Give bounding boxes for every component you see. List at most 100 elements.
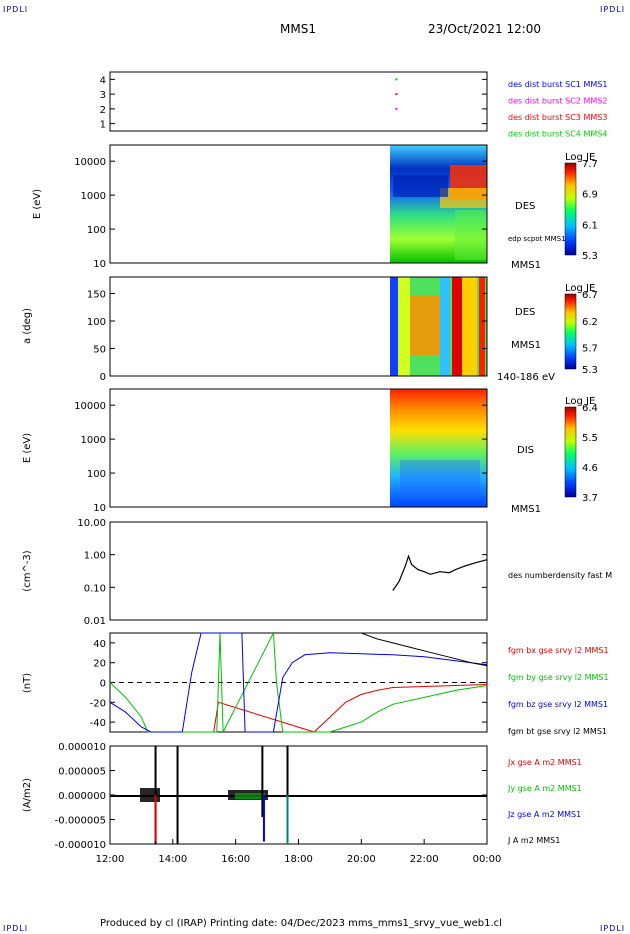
- y-tick-label: 10: [93, 503, 106, 514]
- colorbar-title: Log JE: [565, 152, 595, 163]
- heatmap-dis-energy: [390, 389, 487, 507]
- y-tick-label: 1.00: [84, 551, 106, 562]
- colorbar-ticks: 6.4 5.5 4.6 3.7: [582, 403, 598, 504]
- field-series: [109, 631, 488, 733]
- colorbar-tick-label: 5.5: [582, 433, 598, 444]
- colorbar: Log JE 6.7 6.2 5.7 5.3: [564, 283, 598, 376]
- colorbar-tick-label: 5.3: [582, 251, 598, 262]
- burst-flag-mark: [395, 107, 398, 110]
- legend-entry: Jy gse A m2 MMS1: [507, 784, 582, 793]
- y-tick-labels: 0.01 0.10 1.00 10.00: [77, 518, 487, 627]
- heatmap-blue-speckle: [400, 460, 480, 500]
- colorbar-ticks: 7.7 6.9 6.1 5.3: [582, 159, 598, 262]
- y-tick-label: 1000: [81, 191, 106, 202]
- y-tick-label: 0: [100, 679, 106, 690]
- side-label-des: DES: [515, 201, 535, 212]
- legend-entry: fgm by gse srvy l2 MMS1: [508, 673, 609, 682]
- header-spacecraft: MMS1: [280, 22, 316, 36]
- y-tick-labels: 10 100 1000 10000: [74, 157, 487, 270]
- legend-entry: des dist burst SC1 MMS1: [508, 80, 607, 89]
- heatmap-yellow-left: [398, 277, 410, 376]
- panel-current-density: (A/m2) -0.000010 -0.000005 0.000000 0.00000…: [22, 742, 582, 851]
- panel-frame: [109, 144, 488, 264]
- current-spikes: [154, 746, 289, 844]
- side-label-mms1: MMS1: [511, 340, 541, 351]
- side-label-dis: DIS: [517, 445, 534, 456]
- panel-frame: [109, 521, 488, 621]
- y-axis-label: E (eV): [32, 189, 43, 219]
- colorbar-tick-label: 6.4: [582, 403, 598, 414]
- heatmap-pitch-angle: [390, 277, 487, 376]
- corner-label-bottom-left: IPDLI: [3, 924, 29, 933]
- time-tick-label: 18:00: [284, 854, 313, 865]
- colorbar-tick-label: 6.9: [582, 190, 598, 201]
- panel-dis-energy: E (eV) 10 100 1000 10000 DIS MMS1 Log JE 6.…: [22, 388, 598, 515]
- panel-magnetic-field: (nT) -40 -20 0 20 40 fgm bx gse srvy l2 MMS1…: [22, 631, 609, 736]
- noise-burst-1: [140, 788, 160, 802]
- heatmap-des-energy: [390, 145, 487, 263]
- legend-entry: fgm bz gse srvy l2 MMS1: [508, 700, 608, 709]
- colorbar-tick-label: 3.7: [582, 493, 598, 504]
- heatmap-cyan-band: [440, 277, 450, 376]
- panel-des-energy: E (eV) 10 100 1000 10000 DES edp scpot MMS1…: [32, 144, 598, 271]
- field-line: [361, 632, 488, 667]
- heatmap-yellow-band: [440, 188, 487, 208]
- y-tick-label: 0: [100, 372, 106, 383]
- time-tick-label: 22:00: [410, 854, 439, 865]
- y-tick-labels: -40 -20 0 20 40: [90, 639, 487, 729]
- header-datetime: 23/Oct/2021 12:00: [428, 22, 542, 36]
- y-tick-label: -0.000005: [55, 816, 106, 827]
- y-tick-label: -40: [90, 718, 106, 729]
- corner-label-bottom-right: IPDLI: [600, 924, 626, 933]
- corner-label-top-left: IPDLI: [3, 5, 29, 14]
- y-axis-label: E (eV): [22, 433, 33, 463]
- y-tick-label: 1: [100, 120, 106, 131]
- heatmap-orange-core: [410, 295, 440, 355]
- noise-burst-green: [235, 793, 265, 799]
- density-series: [392, 554, 488, 591]
- legend-burst: des dist burst SC1 MMS1 des dist burst SC…: [508, 80, 607, 139]
- panel-frame: [109, 388, 488, 508]
- y-tick-label: 0.000010: [58, 742, 106, 753]
- y-tick-label: 100: [87, 225, 106, 236]
- legend-entry: fgm bt gse srvy l2 MMS1: [508, 727, 607, 736]
- side-label-mms1: MMS1: [511, 260, 541, 271]
- heatmap-base: [390, 389, 487, 507]
- burst-flag-mark: [395, 78, 398, 81]
- legend-density: des numberdensity fast M: [508, 571, 612, 580]
- y-tick-label: 0.000005: [58, 767, 106, 778]
- colorbar-tick-label: 6.2: [582, 317, 598, 328]
- y-tick-labels: -0.000010 -0.000005 0.000000 0.000005 0.0000…: [55, 742, 487, 851]
- colorbar-scale: [564, 406, 577, 498]
- y-tick-label: 2: [100, 105, 106, 116]
- colorbar: Log JE 6.4 5.5 4.6 3.7: [564, 396, 598, 504]
- colorbar-ticks: 6.7 6.2 5.7 5.3: [582, 290, 598, 376]
- y-tick-label: 10.00: [77, 518, 106, 529]
- y-axis-label: a (deg): [22, 308, 33, 344]
- colorbar-scale: [564, 293, 577, 370]
- time-tick-label: 14:00: [158, 854, 187, 865]
- side-label-scpot: edp scpot MMS1: [508, 235, 566, 243]
- legend-entry: des dist burst SC4 MMS4: [508, 130, 607, 139]
- heatmap-red-band-right: [479, 277, 485, 376]
- footer-credit: Produced by cl (IRAP) Printing date: 04/…: [100, 918, 502, 929]
- panel-frame: [109, 71, 488, 132]
- heatmap-blue-left: [390, 277, 398, 376]
- y-tick-label: 10000: [74, 157, 106, 168]
- y-tick-label: 0.000000: [58, 791, 106, 802]
- time-axis: 12:00 14:00 16:00 18:00 20:00 22:00 00:00: [96, 839, 501, 865]
- corner-label-top-right: IPDLI: [600, 5, 626, 14]
- legend-entry: des dist burst SC3 MMS3: [508, 113, 607, 122]
- legend-entry: fgm bx gse srvy l2 MMS1: [508, 646, 609, 655]
- y-tick-label: 50: [93, 345, 106, 356]
- side-label-energy-range: 140-186 eV: [497, 372, 555, 383]
- heatmap-red-band: [452, 277, 462, 376]
- panel-density: (cm^-3) 0.01 0.10 1.00 10.00 des numberdens…: [22, 518, 612, 627]
- legend-entry: Jz gse A m2 MMS1: [507, 810, 581, 819]
- y-tick-label: 0.01: [84, 616, 106, 627]
- side-label-mms1: MMS1: [511, 504, 541, 515]
- density-line: [392, 554, 488, 591]
- y-tick-label: 10000: [74, 401, 106, 412]
- heatmap-dark-blue-band: [393, 175, 448, 197]
- panel-frame: [109, 276, 488, 377]
